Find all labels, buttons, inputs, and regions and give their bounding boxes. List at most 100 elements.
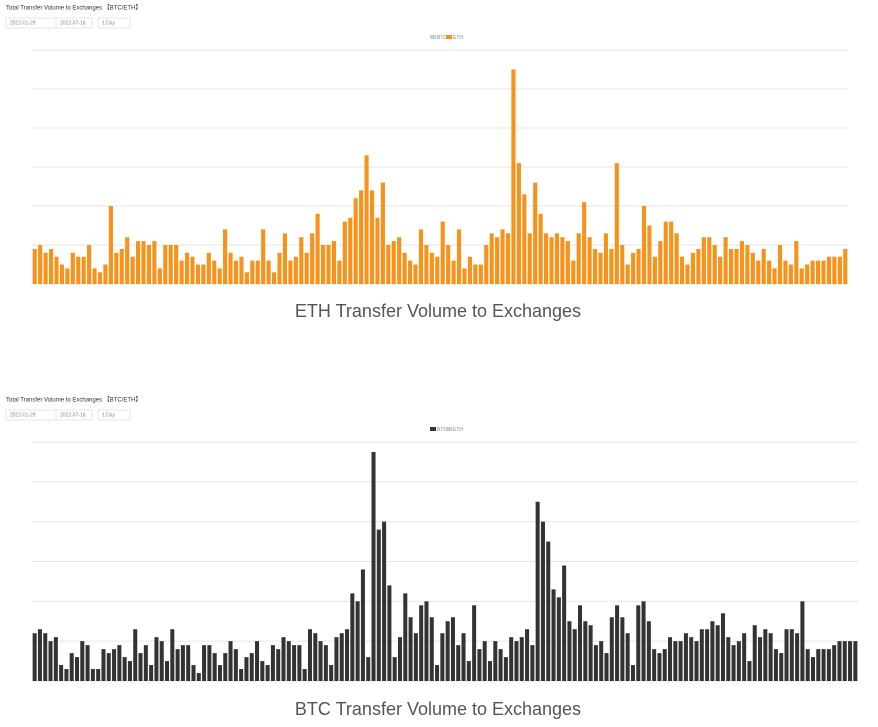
- bar: [159, 641, 164, 681]
- bar: [59, 264, 64, 284]
- bar: [180, 645, 185, 681]
- legend-label[interactable]: ETH: [453, 427, 463, 433]
- bar: [32, 248, 37, 284]
- bar: [103, 264, 108, 284]
- bar: [397, 637, 403, 681]
- bar: [821, 649, 826, 681]
- bar: [255, 260, 260, 284]
- bar: [560, 237, 565, 284]
- bar: [87, 245, 92, 284]
- bar: [165, 661, 170, 681]
- bar: [297, 645, 302, 681]
- bar: [80, 641, 85, 681]
- bar: [130, 256, 135, 284]
- control-box[interactable]: [55, 17, 93, 29]
- control-value[interactable]: 1 Day: [102, 20, 116, 26]
- bar: [97, 272, 103, 284]
- bar: [397, 237, 402, 284]
- bar: [355, 601, 360, 681]
- bar: [477, 649, 482, 681]
- control-value[interactable]: 2022-07-18: [60, 412, 86, 418]
- bar: [473, 264, 478, 284]
- bar: [369, 190, 375, 284]
- bar: [424, 601, 429, 681]
- bar: [345, 629, 350, 681]
- bar: [604, 653, 609, 681]
- bar: [174, 245, 179, 284]
- bar: [277, 252, 282, 284]
- bar: [789, 629, 794, 681]
- legend-swatch[interactable]: [430, 35, 436, 39]
- bar: [487, 661, 493, 681]
- bar: [402, 252, 407, 284]
- bar: [266, 260, 271, 284]
- bar: [281, 637, 286, 681]
- bar: [576, 233, 581, 284]
- bar: [392, 657, 397, 681]
- bar: [217, 665, 222, 681]
- bar: [133, 629, 138, 681]
- bar: [701, 237, 706, 284]
- bar: [413, 264, 418, 284]
- control-box[interactable]: [97, 409, 131, 421]
- bar: [435, 665, 440, 681]
- bar: [641, 601, 646, 681]
- bar: [669, 221, 674, 284]
- bar: [489, 233, 494, 284]
- control-box[interactable]: [55, 409, 93, 421]
- bar: [450, 617, 455, 681]
- bar: [48, 641, 53, 681]
- bar: [482, 641, 487, 681]
- bar: [707, 237, 712, 284]
- legend-swatch[interactable]: [446, 35, 452, 39]
- bar: [419, 605, 424, 681]
- bar: [375, 217, 380, 284]
- legend-label[interactable]: BTC: [437, 35, 447, 41]
- legend-swatch[interactable]: [446, 427, 452, 431]
- bar: [571, 260, 576, 284]
- bar: [630, 665, 635, 681]
- legend-label[interactable]: ETH: [453, 35, 463, 41]
- bar: [583, 621, 588, 681]
- bar: [609, 617, 614, 681]
- bar: [313, 633, 318, 681]
- bar: [620, 617, 625, 681]
- control-value[interactable]: 2022-01-29: [10, 412, 36, 418]
- bar: [826, 649, 831, 681]
- bar: [429, 252, 434, 284]
- bar: [387, 585, 392, 681]
- bar: [826, 256, 832, 284]
- control-value[interactable]: 2022-07-18: [60, 20, 86, 26]
- legend-swatch[interactable]: [430, 427, 436, 431]
- bar: [127, 661, 132, 681]
- bar: [364, 155, 369, 284]
- caption: BTC Transfer Volume to Exchanges: [295, 699, 581, 719]
- bar: [146, 245, 152, 284]
- bar: [348, 217, 353, 284]
- control-value[interactable]: 1 Day: [102, 412, 116, 418]
- bar: [288, 260, 293, 284]
- bar: [837, 256, 842, 284]
- bar: [652, 256, 657, 284]
- bar: [662, 649, 667, 681]
- bar: [154, 637, 159, 681]
- bar: [350, 593, 355, 681]
- bar: [48, 248, 54, 284]
- control-box[interactable]: [97, 17, 131, 29]
- bar: [565, 241, 570, 284]
- bar: [718, 256, 723, 284]
- bar: [360, 569, 365, 681]
- bar: [376, 529, 381, 681]
- bar: [440, 221, 445, 284]
- legend-label[interactable]: BTC: [437, 427, 447, 433]
- bar: [302, 669, 307, 681]
- bar: [380, 182, 385, 284]
- bar: [353, 198, 358, 284]
- bar: [329, 665, 334, 681]
- bar: [201, 264, 206, 284]
- control-value[interactable]: 2022-01-29: [10, 20, 36, 26]
- bar: [233, 649, 238, 681]
- bar: [207, 645, 212, 681]
- bar: [609, 248, 614, 284]
- bar: [636, 248, 641, 284]
